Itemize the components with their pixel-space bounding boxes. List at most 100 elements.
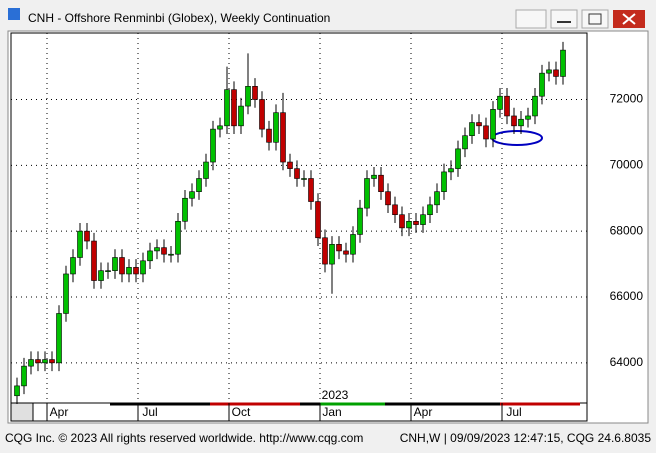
candle-body [280,112,286,163]
maximize-button[interactable] [581,9,609,29]
candle-body [329,244,335,265]
x-tick-label: Jan [322,405,341,419]
candle-body [112,257,118,271]
candle-body [28,359,34,367]
candle-body [21,365,27,387]
candle-body [238,105,244,127]
candle-body [119,257,125,275]
candle-body [294,168,300,179]
candle-body [35,359,41,364]
candle-body [476,122,482,127]
candle-body [77,230,83,258]
x-tick-label: Jul [142,405,157,419]
candle-body [420,214,426,225]
candle-body [301,178,307,180]
candle-body [518,118,524,127]
candle-body [434,191,440,206]
candle-body [448,168,454,173]
candle-body [63,273,69,314]
candle-body [49,359,55,364]
app-icon [8,8,20,20]
scroll-button[interactable] [10,402,34,422]
candle-body [210,128,216,163]
candle-body [105,270,111,272]
candle-body [98,270,104,281]
candle-body [315,201,321,239]
candle-body [357,207,363,235]
candle-body [196,178,202,192]
candle-body [217,125,223,130]
candle-body [427,204,433,216]
candle-body [70,257,76,275]
candle-body [525,115,531,120]
y-tick-label: 70000 [610,158,644,172]
candle-body [259,99,265,130]
candle-body [140,260,146,275]
time-axis [10,402,588,422]
candle-body [406,220,412,229]
plot-area [10,32,588,404]
candle-body [147,250,153,262]
candle-body [42,359,48,364]
candle-body [266,128,272,143]
candle-body [175,220,181,255]
candle-body [504,95,510,117]
candle-body [56,313,62,364]
candle-body [287,161,293,169]
y-tick-label: 66000 [610,289,644,303]
candle-body [441,171,447,192]
candle-body [161,247,167,255]
y-tick-label: 72000 [610,92,644,106]
candle-body [511,115,517,127]
candle-body [364,178,370,209]
candle-body [336,244,342,252]
candle-body [182,197,188,222]
candle-body [560,49,566,77]
y-tick-label: 64000 [610,355,644,369]
x-tick-label: Jul [506,405,521,419]
candle-body [392,204,398,216]
candle-body [14,385,20,397]
x-tick-label: Oct [232,405,251,419]
window-title: CNH - Offshore Renminbi (Globex), Weekly… [28,11,330,25]
candle-body [273,112,279,143]
link-button[interactable] [515,9,547,29]
candle-body [252,86,258,100]
candle-body [343,250,349,255]
candle-body [385,191,391,206]
x-tick-label: Apr [50,405,69,419]
footer-right: CNH,W | 09/09/2023 12:47:15, CQG 24.6.80… [400,431,652,445]
candle-body [154,247,160,252]
candle-body [399,214,405,229]
y-tick-label: 68000 [610,223,644,237]
candle-body [245,86,251,107]
candle-body [546,69,552,74]
candle-body [553,69,559,77]
candle-body [308,178,314,202]
candle-body [189,191,195,199]
candle-body [539,72,545,97]
candle-body [469,122,475,137]
candle-body [203,161,209,179]
candle-body [490,109,496,140]
candle-body [378,174,384,192]
candle-body [413,220,419,225]
candle-body [231,89,237,127]
candle-body [350,234,356,255]
candle-body [322,237,328,265]
candle-body [532,95,538,117]
candle-body [126,267,132,275]
candle-body [483,125,489,140]
candle-body [133,267,139,275]
candle-body [497,95,503,110]
minimize-button[interactable] [550,9,578,29]
candle-body [91,240,97,281]
candle-body [84,230,90,242]
year-label: 2023 [322,388,349,402]
candle-body [371,174,377,179]
footer-left: CQG Inc. © 2023 All rights reserved worl… [5,431,363,445]
candle-body [224,89,230,127]
candle-body [168,253,174,256]
x-tick-label: Apr [414,405,433,419]
